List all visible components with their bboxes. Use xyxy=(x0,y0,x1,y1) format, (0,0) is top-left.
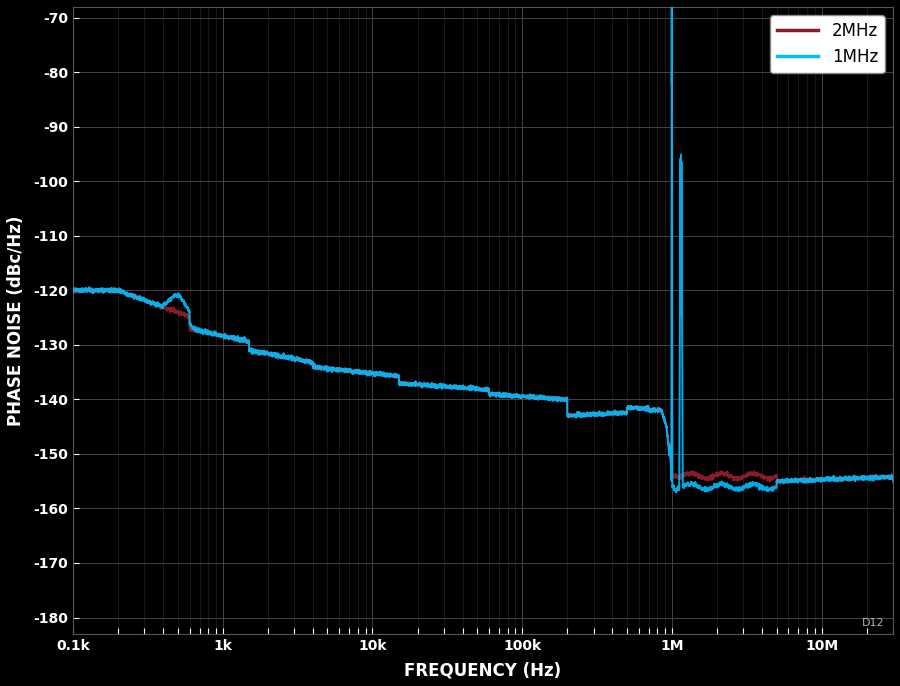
X-axis label: FREQUENCY (Hz): FREQUENCY (Hz) xyxy=(404,661,562,679)
Y-axis label: PHASE NOISE (dBc/Hz): PHASE NOISE (dBc/Hz) xyxy=(7,215,25,425)
Legend: 2MHz, 1MHz: 2MHz, 1MHz xyxy=(770,15,885,73)
Text: D12: D12 xyxy=(862,617,885,628)
